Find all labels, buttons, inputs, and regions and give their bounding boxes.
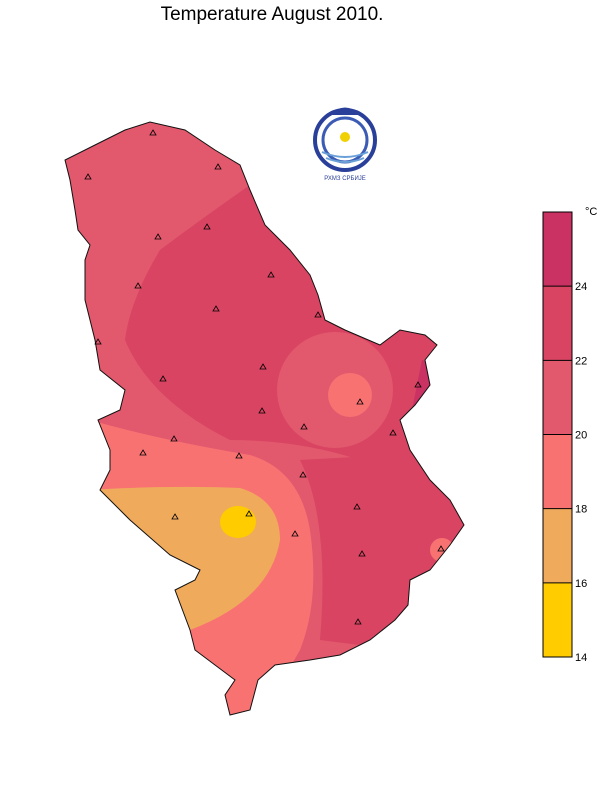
temperature-field [65,122,464,715]
station-marker [358,550,366,557]
colorbar-tick-label: 24 [575,281,587,293]
station-marker [299,471,307,478]
zone-22-24-south [300,450,464,660]
logo: РХМЗ СРБИЈЕ [313,107,377,182]
station-marker [94,338,102,345]
station-marker [214,163,222,170]
colorbar-tick-label: 20 [575,430,587,442]
station-marker [235,452,243,459]
station-marker [149,129,157,136]
station-marker [314,311,322,318]
station-marker [203,223,211,230]
logo-cloud [330,107,360,115]
colorbar-tick-label: 16 [575,578,587,590]
station-marker [300,423,308,430]
stations [84,129,445,625]
logo-sun [340,132,350,142]
station-marker [259,363,267,370]
station-marker [245,510,253,517]
station-marker [134,282,142,289]
colorbar-tick-label: 22 [575,355,587,367]
station-marker [354,618,362,625]
station-marker [154,233,162,240]
station-marker [258,407,266,414]
colorbar-band [543,360,572,435]
colorbar-tick-label: 14 [575,652,587,664]
station-marker [389,429,397,436]
logo-text: РХМЗ СРБИЈЕ [324,176,366,182]
station-marker [139,449,147,456]
colorbar-band [543,286,572,361]
colorbar-band [543,508,572,583]
station-marker [84,173,92,180]
station-marker [437,545,445,552]
colorbar-band [543,582,572,657]
station-marker [212,305,220,312]
zone-southeast [430,538,454,562]
station-marker [267,271,275,278]
colorbar-tick-label: 18 [575,504,587,516]
colorbar: °C 14 16 18 20 22 24 [542,206,597,664]
station-marker [171,513,179,520]
station-marker [356,398,364,405]
zone-east-warm [328,373,372,417]
colorbar-band [543,434,572,509]
station-marker [159,375,167,382]
station-marker [353,503,361,510]
station-marker [291,530,299,537]
colorbar-unit: °C [585,206,597,218]
station-marker [414,381,422,388]
colorbar-band [543,212,572,287]
logo-waves [321,151,369,163]
zone-14-16 [220,506,256,538]
station-marker [170,435,178,442]
title: Temperature August 2010. [161,4,384,25]
